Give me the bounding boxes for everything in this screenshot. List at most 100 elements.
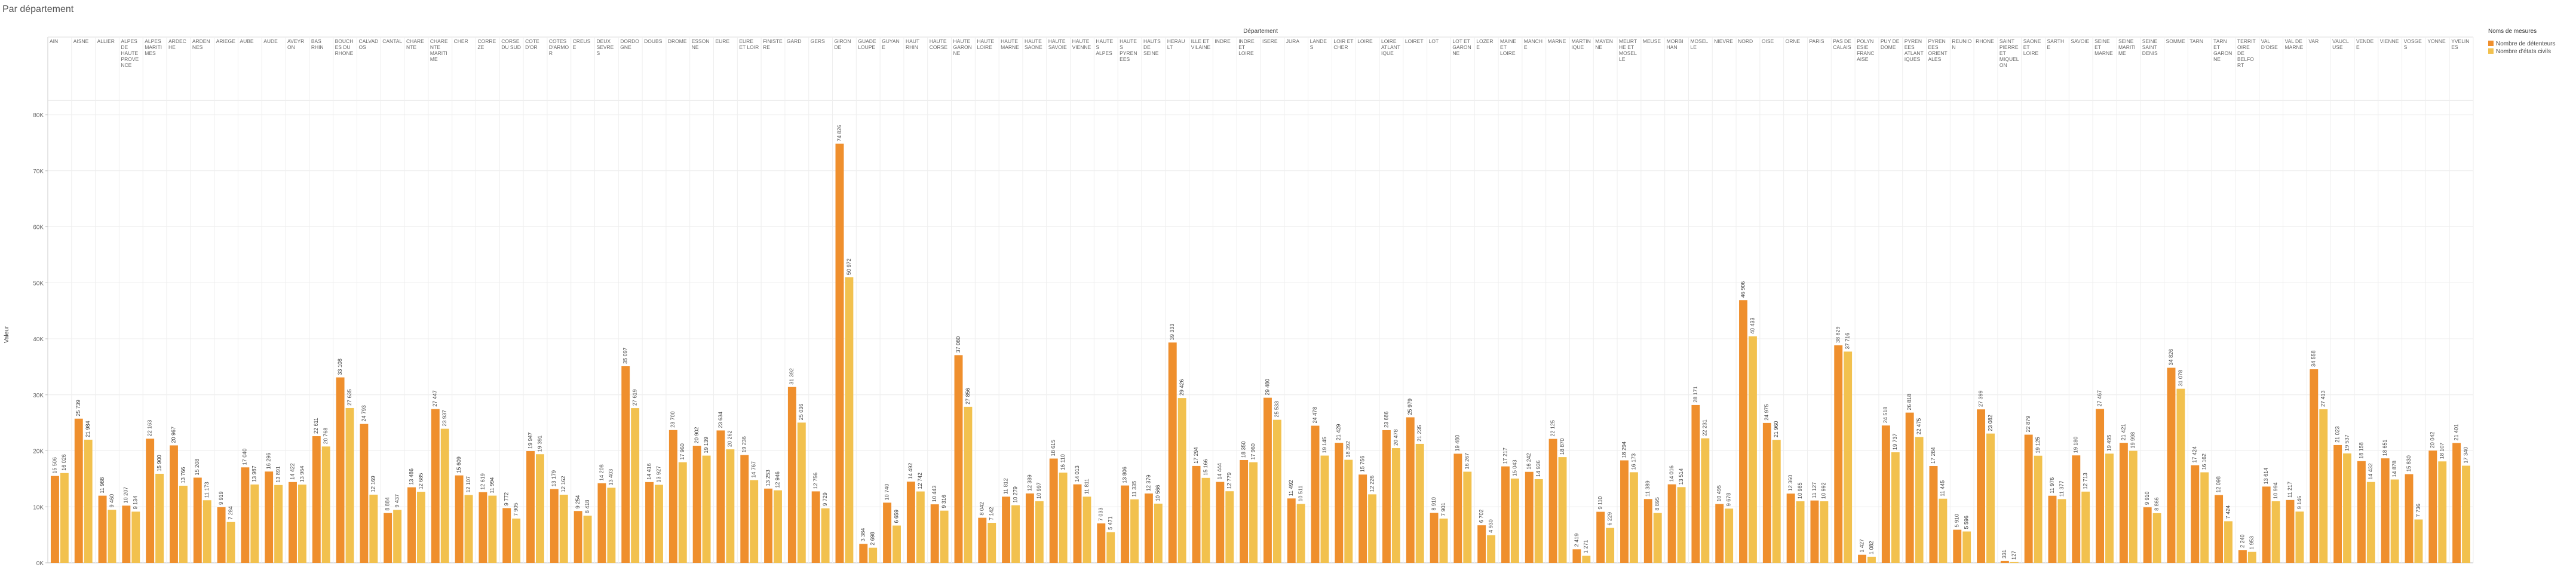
- x-tick-label-box: YVELINES: [2451, 38, 2469, 50]
- x-tick-label-box: MORBIHAN: [1667, 38, 1683, 50]
- bar: [345, 407, 354, 563]
- value-label: 12 685: [418, 473, 424, 490]
- bar: [1667, 484, 1676, 563]
- value-label: 11 988: [99, 477, 105, 494]
- x-tick-label-box: SAVOIE: [2071, 38, 2089, 44]
- value-label: 17 424: [2192, 446, 2198, 463]
- x-tick-label: INDRE: [1215, 38, 1231, 44]
- x-tick-label: ILLE ET VILAINE: [1191, 38, 1211, 50]
- value-label: 27 619: [632, 390, 638, 406]
- bar: [574, 511, 582, 563]
- bar: [2200, 472, 2209, 563]
- bar: [1701, 438, 1710, 563]
- bar: [1986, 433, 1995, 563]
- bar: [893, 525, 901, 563]
- bar: [835, 143, 844, 563]
- x-tick-label-box: PAS DE CALAIS: [1833, 38, 1851, 50]
- bar: [1201, 477, 1210, 563]
- bar: [2096, 409, 2105, 563]
- value-label: 13 403: [608, 469, 614, 486]
- x-tick-label-box: CANTAL: [382, 38, 402, 44]
- value-label: 15 900: [156, 455, 162, 471]
- value-label: 13 514: [1678, 468, 1684, 485]
- value-label: 1 953: [2249, 536, 2255, 550]
- x-tick-label: PYRENEES ATLANTIQUES: [1904, 38, 1924, 62]
- bar: [512, 518, 521, 563]
- value-label: 14 208: [599, 464, 605, 481]
- bar: [312, 436, 321, 563]
- x-tick-label-box: ESSONNE: [692, 38, 710, 50]
- bar: [1311, 425, 1320, 563]
- value-label: 12 379: [1145, 474, 1151, 491]
- x-tick-label: HAUTE MARNE: [1001, 38, 1019, 50]
- value-label: 8 910: [1431, 497, 1437, 511]
- bar: [1335, 443, 1344, 563]
- x-tick-label-box: CREUSE: [573, 38, 591, 50]
- bar: [1534, 479, 1543, 563]
- x-tick-label-box: ALPES DE HAUTE PROVENCE: [121, 38, 139, 68]
- value-label: 10 279: [1012, 486, 1018, 503]
- x-tick-label: LOT: [1428, 38, 1439, 44]
- bar: [906, 482, 915, 563]
- x-tick-label: OISE: [1761, 38, 1774, 44]
- value-label: 22 163: [147, 420, 153, 437]
- value-label: 15 208: [194, 459, 200, 476]
- bar: [1820, 501, 1829, 563]
- bar: [2024, 434, 2033, 563]
- x-tick-label: DORDOGNE: [620, 38, 639, 50]
- bar: [179, 485, 188, 563]
- x-tick-label-box: ALPES MARITIMES: [145, 38, 162, 56]
- x-tick-label-box: ARDECHE: [168, 38, 186, 50]
- x-tick-label: HAUT RHIN: [905, 38, 919, 50]
- x-tick-label: NORD: [1738, 38, 1753, 44]
- bar: [360, 424, 369, 563]
- bar: [2238, 550, 2247, 563]
- bar: [526, 451, 535, 563]
- x-tick-label-box: EURE ET LOIR: [739, 38, 759, 50]
- value-label: 11 994: [489, 477, 495, 494]
- value-label: 10 997: [1036, 482, 1042, 499]
- bar: [750, 480, 759, 563]
- value-label: 14 416: [646, 463, 652, 480]
- value-label: 9 254: [575, 495, 581, 509]
- bar: [1415, 443, 1424, 563]
- x-tick-label: REUNION: [1952, 38, 1972, 50]
- bar: [1891, 452, 1900, 563]
- value-label: 1 082: [1868, 541, 1874, 554]
- value-label: 23 686: [1383, 411, 1389, 428]
- value-label: 10 207: [123, 487, 129, 504]
- bar: [369, 494, 378, 563]
- x-tick-label: LOIRE ATLANTIQUE: [1381, 38, 1400, 56]
- bar: [2357, 461, 2366, 563]
- x-tick-label: YONNE: [2427, 38, 2446, 44]
- value-label: 7 033: [1098, 508, 1104, 522]
- bar: [2262, 486, 2271, 563]
- value-label: 27 399: [1977, 391, 1983, 407]
- value-label: 15 756: [1360, 456, 1366, 473]
- bar: [170, 445, 178, 563]
- x-tick-label: GARD: [786, 38, 802, 44]
- value-label: 34 558: [2311, 351, 2317, 367]
- value-label: 14 444: [1217, 463, 1223, 480]
- bar: [289, 482, 297, 563]
- value-label: 127: [2011, 551, 2017, 560]
- x-tick-label-box: SEINE ET MARNE: [2094, 38, 2113, 56]
- x-tick-label-box: MAINE ET LOIRE: [1500, 38, 1516, 56]
- legend-label: Nombre d'états civils: [2496, 48, 2551, 55]
- x-tick-label: ARDENNES: [192, 38, 210, 50]
- value-label: 28 171: [1692, 386, 1698, 403]
- x-tick-label-box: HAUTE MARNE: [1001, 38, 1019, 50]
- bar: [2343, 453, 2351, 563]
- bar: [274, 485, 283, 563]
- value-label: 20 262: [727, 431, 733, 448]
- bar: [954, 355, 963, 563]
- bar: [1606, 528, 1615, 563]
- value-label: 6 659: [893, 510, 899, 523]
- value-label: 74 826: [836, 125, 842, 142]
- bar: [1558, 457, 1567, 563]
- x-tick-label: SAINT PIERRE ET MIQUELON: [1999, 38, 2019, 68]
- bar: [1691, 404, 1700, 563]
- x-tick-label: GERS: [810, 38, 825, 44]
- x-tick-label: CORREZE: [477, 38, 496, 50]
- bar: [2390, 479, 2399, 563]
